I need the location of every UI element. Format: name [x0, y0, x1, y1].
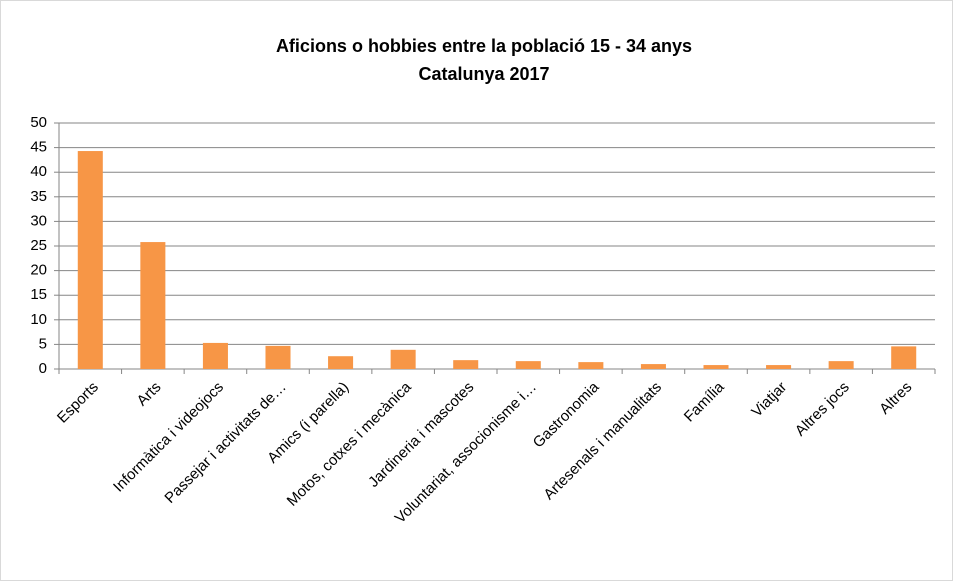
- bar: [703, 365, 729, 369]
- bar: [891, 346, 917, 369]
- y-tick-label: 20: [30, 262, 47, 279]
- bar: [578, 362, 604, 369]
- y-tick-label: 45: [30, 139, 47, 156]
- y-tick-label: 30: [30, 212, 47, 229]
- y-tick-label: 50: [30, 114, 47, 131]
- y-tick-label: 40: [30, 163, 47, 180]
- chart-subtitle: Catalunya 2017: [418, 64, 549, 84]
- bar: [828, 361, 854, 369]
- bar: [640, 364, 666, 369]
- bar: [766, 365, 792, 369]
- bar: [77, 151, 103, 369]
- bar: [328, 356, 354, 369]
- y-tick-label: 5: [39, 335, 47, 352]
- bar: [515, 361, 541, 369]
- bar: [202, 342, 228, 369]
- bar: [265, 345, 291, 369]
- y-tick-label: 35: [30, 188, 47, 205]
- y-tick-label: 25: [30, 237, 47, 254]
- bar: [453, 360, 479, 369]
- bar: [390, 349, 416, 369]
- y-tick-label: 10: [30, 311, 47, 328]
- y-tick-label: 0: [39, 360, 47, 377]
- y-tick-label: 15: [30, 286, 47, 303]
- bar: [140, 242, 166, 369]
- chart-title: Aficions o hobbies entre la població 15 …: [276, 36, 692, 56]
